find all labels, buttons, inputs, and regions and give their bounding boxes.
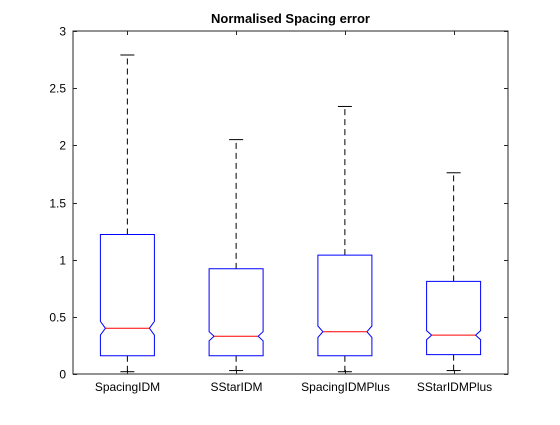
plot-area: 0 0.5 1 1.5 2 2.5 3 SpacingIDM SStarIDM SpacingID… bbox=[49, 25, 509, 394]
y-tick-label: 0 bbox=[59, 368, 66, 382]
x-tick-label: SpacingIDM bbox=[95, 380, 160, 394]
notched-box bbox=[99, 234, 155, 357]
y-tick-label: 1 bbox=[59, 254, 66, 268]
y-tick-label: 2.5 bbox=[49, 82, 66, 96]
x-tick-label: SpacingIDMPlus bbox=[301, 380, 390, 394]
axes-frame bbox=[72, 30, 509, 375]
y-tick-label: 2 bbox=[59, 139, 66, 153]
x-tick-label: SStarIDM bbox=[210, 380, 262, 394]
y-tick-label: 3 bbox=[59, 25, 66, 39]
chart-title: Normalised Spacing error bbox=[211, 11, 370, 26]
x-tick-label: SStarIDMPlus bbox=[417, 380, 492, 394]
notched-box bbox=[426, 280, 482, 356]
y-tick-label: 0.5 bbox=[49, 311, 66, 325]
notched-box bbox=[317, 254, 373, 357]
y-tick-label: 1.5 bbox=[49, 197, 66, 211]
notched-box bbox=[208, 268, 264, 357]
